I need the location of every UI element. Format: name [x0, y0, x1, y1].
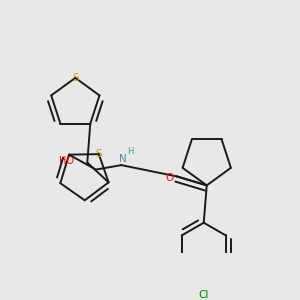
Text: S: S: [72, 73, 79, 83]
Text: H: H: [127, 147, 134, 156]
Text: S: S: [96, 149, 102, 159]
Text: O: O: [165, 173, 173, 183]
Text: Cl: Cl: [199, 290, 209, 300]
Text: N: N: [119, 154, 127, 164]
Text: HO: HO: [59, 156, 74, 166]
